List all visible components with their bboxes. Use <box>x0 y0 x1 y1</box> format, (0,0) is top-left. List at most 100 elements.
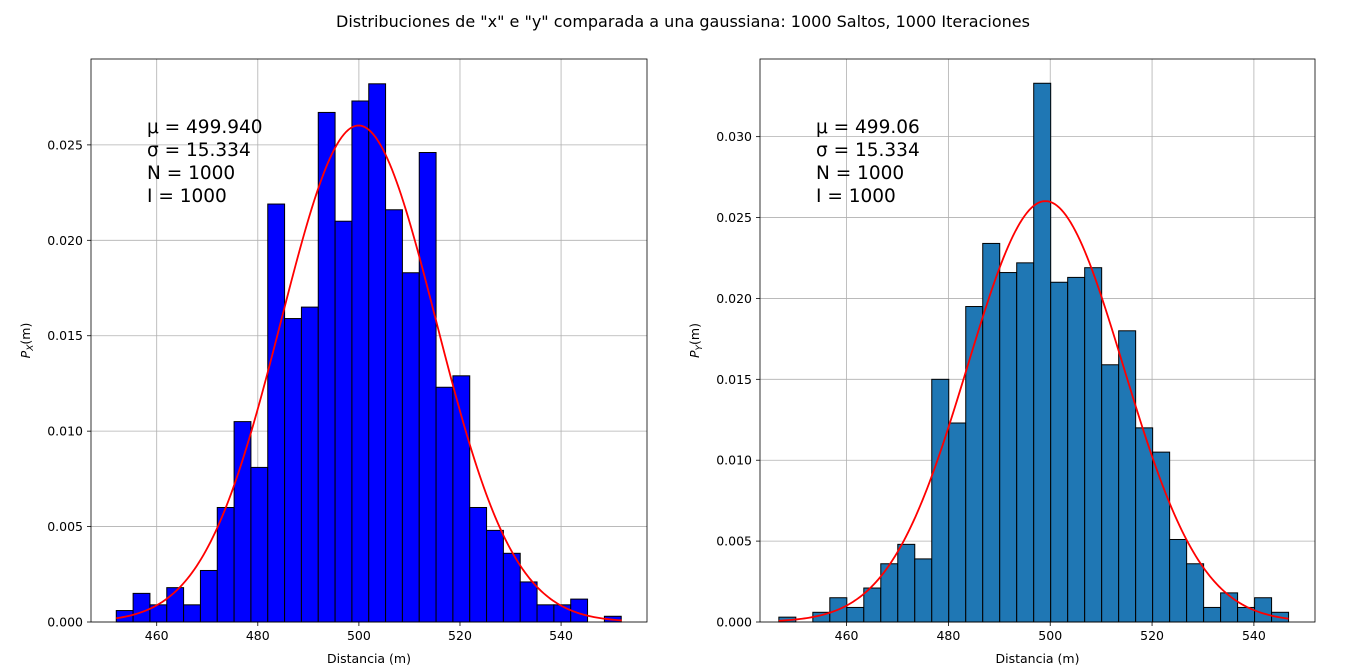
y-tick-label: 0.025 <box>47 137 83 152</box>
y-tick-label: 0.015 <box>47 328 83 343</box>
x-tick-label: 500 <box>1038 628 1062 643</box>
plot-frame <box>759 58 1316 623</box>
histogram-bar <box>1067 276 1086 623</box>
histogram-bar <box>502 552 521 623</box>
histogram-bar <box>1135 427 1154 623</box>
histogram-bar <box>267 203 286 623</box>
stats-mu: μ = 499.940 <box>147 117 263 138</box>
stats-annotation: μ = 499.06 σ = 15.334 N = 1000 I = 1000 <box>816 117 920 207</box>
stats-sigma: σ = 15.334 <box>147 140 251 161</box>
histogram-bar <box>351 100 370 623</box>
x-tick-label: 540 <box>549 628 573 643</box>
histogram-bar <box>536 604 555 623</box>
histogram-bar <box>385 209 403 623</box>
histogram-bar <box>931 378 950 623</box>
y-axis-label-main: P <box>18 350 33 358</box>
histogram-bar <box>486 529 504 623</box>
histogram-bar <box>1152 451 1171 623</box>
stats-n: N = 1000 <box>816 163 904 184</box>
y-tick-label: 0.000 <box>716 615 752 630</box>
y-axis-label-main: P <box>687 350 702 358</box>
histogram-bar <box>846 606 865 623</box>
histogram-bar <box>1169 538 1188 623</box>
x-tick-label: 480 <box>936 628 960 643</box>
y-tick-label: 0.020 <box>47 233 83 248</box>
histogram-bar <box>863 587 882 623</box>
y-axis-label-subscript: Y <box>695 343 705 350</box>
histogram-bar <box>317 111 336 623</box>
x-axis-label: Distancia (m) <box>995 651 1079 665</box>
x-tick-label: 460 <box>835 628 859 643</box>
histogram-bar <box>233 421 252 623</box>
stats-n: N = 1000 <box>147 163 235 184</box>
histogram-y-panel: 460 480 500 520 540 0.000 0.005 0.010 0.015 0.02… <box>687 58 1316 665</box>
gaussian-curve <box>116 124 622 622</box>
stats-sigma: σ = 15.334 <box>816 140 920 161</box>
histogram-bar <box>965 306 984 623</box>
histogram-bar <box>553 604 572 623</box>
histogram-bar <box>469 506 488 623</box>
x-tick-label: 480 <box>246 628 270 643</box>
x-axis-label: Distancia (m) <box>327 651 411 665</box>
y-tick-label: 0.005 <box>716 534 752 549</box>
histogram-bar <box>1033 82 1052 623</box>
y-axis-label-unit: (m) <box>687 323 702 345</box>
plot-frame <box>90 58 648 623</box>
y-tick-label: 0.010 <box>716 453 752 468</box>
gaussian-curve <box>778 200 1289 622</box>
histogram-bar <box>982 242 1001 623</box>
histogram-bar <box>1084 267 1103 623</box>
histogram-bar <box>334 220 353 623</box>
histogram-bar <box>435 386 454 623</box>
histogram-bar <box>1254 597 1273 623</box>
x-tick-label: 540 <box>1242 628 1266 643</box>
histogram-bar <box>1186 563 1205 623</box>
x-tick-label: 520 <box>448 628 472 643</box>
stats-mu: μ = 499.06 <box>816 117 920 138</box>
y-tick-label: 0.010 <box>47 424 83 439</box>
histogram-bar <box>948 422 967 623</box>
histogram-bar <box>183 604 201 623</box>
histogram-bar <box>914 558 933 623</box>
y-tick-label: 0.005 <box>47 519 83 534</box>
histogram-bar <box>999 272 1018 623</box>
y-axis-label: PY(m) <box>687 323 705 358</box>
x-tick-label: 520 <box>1140 628 1164 643</box>
stats-annotation: μ = 499.940 σ = 15.334 N = 1000 I = 1000 <box>147 117 263 207</box>
histogram-bar <box>1050 281 1069 623</box>
y-tick-label: 0.015 <box>716 372 752 387</box>
histogram-x-panel: 460 480 500 520 540 0.000 0.005 0.010 0.015 0.02… <box>18 58 648 665</box>
y-ticks: 0.000 0.005 0.010 0.015 0.020 0.025 <box>47 137 91 630</box>
histogram-bar <box>897 543 916 623</box>
y-axis-label: PX(m) <box>18 323 36 359</box>
histogram-bar <box>1203 606 1222 623</box>
histogram-bar <box>1016 262 1035 623</box>
histogram-bar <box>401 272 420 623</box>
histogram-bar <box>132 592 151 623</box>
histogram-bar <box>216 506 235 623</box>
y-tick-label: 0.020 <box>716 291 752 306</box>
y-axis-label-unit: (m) <box>18 323 33 345</box>
histogram-bar <box>284 318 302 623</box>
figure-title: Distribuciones de "x" e "y" comparada a … <box>336 12 1030 31</box>
x-tick-label: 500 <box>347 628 371 643</box>
histogram-bar <box>1101 364 1120 623</box>
y-tick-label: 0.030 <box>716 129 752 144</box>
y-ticks: 0.000 0.005 0.010 0.015 0.020 0.025 0.030 <box>716 129 760 630</box>
histogram-bar <box>1220 592 1239 623</box>
histogram-bar <box>368 83 387 623</box>
y-tick-label: 0.025 <box>716 210 752 225</box>
x-ticks: 460 480 500 520 540 <box>145 622 573 643</box>
stats-i: I = 1000 <box>147 186 227 207</box>
histogram-bar <box>1118 330 1137 623</box>
x-tick-label: 460 <box>145 628 169 643</box>
y-axis-label-subscript: X <box>26 344 36 352</box>
histogram-bar <box>300 306 319 623</box>
histogram-bar <box>418 152 437 623</box>
stats-i: I = 1000 <box>816 186 896 207</box>
histogram-bar <box>519 581 538 623</box>
histogram-bar <box>199 569 218 623</box>
y-tick-label: 0.000 <box>47 615 83 630</box>
histogram-bar <box>250 466 269 623</box>
